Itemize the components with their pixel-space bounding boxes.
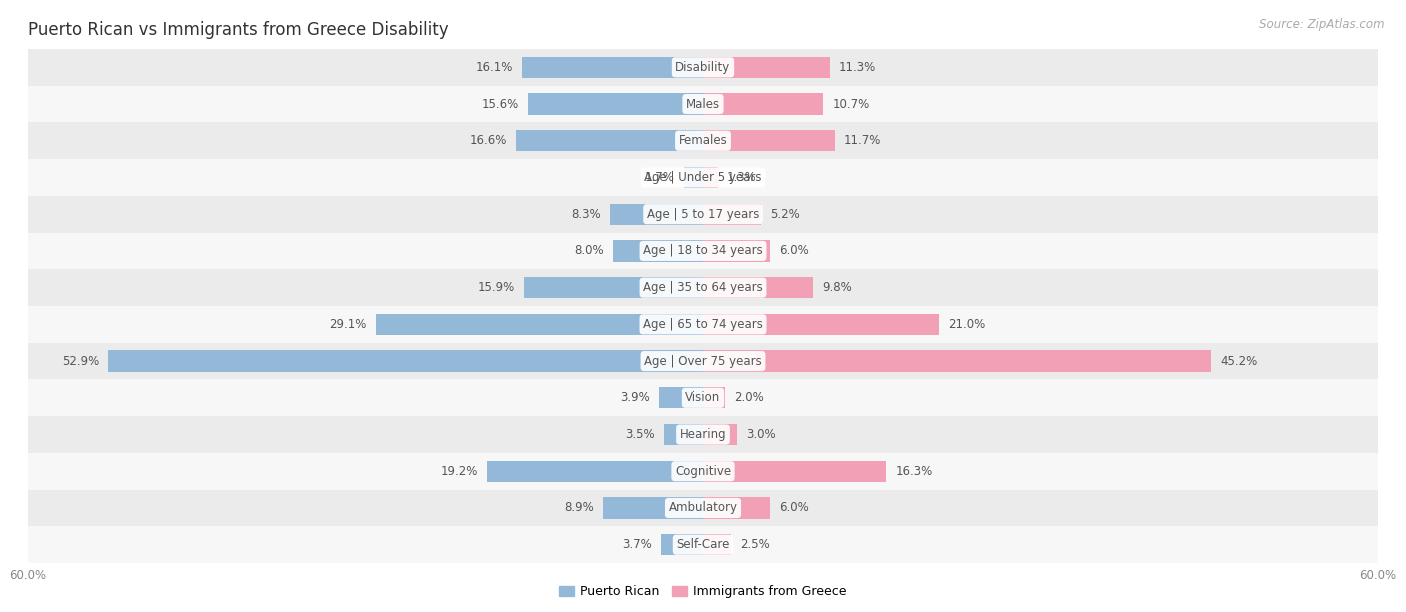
Text: 19.2%: 19.2% [440, 465, 478, 478]
Bar [661, 534, 703, 555]
Bar [603, 498, 703, 518]
Text: Age | 18 to 34 years: Age | 18 to 34 years [643, 244, 763, 258]
Bar [703, 204, 762, 225]
Bar [703, 351, 1212, 371]
Text: Age | 65 to 74 years: Age | 65 to 74 years [643, 318, 763, 331]
Text: Source: ZipAtlas.com: Source: ZipAtlas.com [1260, 18, 1385, 31]
Bar [703, 387, 725, 408]
Bar [28, 233, 1378, 269]
Bar [613, 241, 703, 261]
Text: Vision: Vision [685, 391, 721, 405]
Text: 9.8%: 9.8% [823, 281, 852, 294]
Bar [28, 86, 1378, 122]
Text: 2.0%: 2.0% [734, 391, 765, 405]
Bar [28, 526, 1378, 563]
Text: Age | 5 to 17 years: Age | 5 to 17 years [647, 207, 759, 221]
Text: Age | Under 5 years: Age | Under 5 years [644, 171, 762, 184]
Bar [28, 453, 1378, 490]
Bar [28, 416, 1378, 453]
Text: 8.0%: 8.0% [575, 244, 605, 258]
Text: Cognitive: Cognitive [675, 465, 731, 478]
Text: 6.0%: 6.0% [779, 244, 810, 258]
Bar [527, 94, 703, 114]
Text: 3.7%: 3.7% [623, 538, 652, 551]
Text: 11.3%: 11.3% [839, 61, 876, 74]
Text: 52.9%: 52.9% [62, 354, 98, 368]
Bar [524, 277, 703, 298]
Bar [703, 130, 835, 151]
Text: 3.0%: 3.0% [745, 428, 775, 441]
Bar [703, 167, 717, 188]
Text: Age | Over 75 years: Age | Over 75 years [644, 354, 762, 368]
Legend: Puerto Rican, Immigrants from Greece: Puerto Rican, Immigrants from Greece [554, 580, 852, 603]
Text: 3.5%: 3.5% [626, 428, 655, 441]
Bar [486, 461, 703, 482]
Text: 15.9%: 15.9% [478, 281, 515, 294]
Text: 8.9%: 8.9% [564, 501, 593, 515]
Text: Males: Males [686, 97, 720, 111]
Text: 6.0%: 6.0% [779, 501, 810, 515]
Bar [703, 461, 886, 482]
Text: 16.6%: 16.6% [470, 134, 508, 147]
Bar [28, 269, 1378, 306]
Text: 1.3%: 1.3% [727, 171, 756, 184]
Text: Disability: Disability [675, 61, 731, 74]
Text: 16.1%: 16.1% [475, 61, 513, 74]
Text: 21.0%: 21.0% [948, 318, 986, 331]
Bar [683, 167, 703, 188]
Bar [516, 130, 703, 151]
Bar [28, 49, 1378, 86]
Bar [659, 387, 703, 408]
Bar [28, 196, 1378, 233]
Bar [522, 57, 703, 78]
Bar [703, 277, 813, 298]
Bar [703, 57, 830, 78]
Bar [28, 343, 1378, 379]
Text: Age | 35 to 64 years: Age | 35 to 64 years [643, 281, 763, 294]
Text: 11.7%: 11.7% [844, 134, 882, 147]
Bar [703, 498, 770, 518]
Bar [108, 351, 703, 371]
Text: Puerto Rican vs Immigrants from Greece Disability: Puerto Rican vs Immigrants from Greece D… [28, 21, 449, 39]
Bar [28, 306, 1378, 343]
Bar [703, 534, 731, 555]
Text: Self-Care: Self-Care [676, 538, 730, 551]
Text: Ambulatory: Ambulatory [668, 501, 738, 515]
Text: Females: Females [679, 134, 727, 147]
Text: Hearing: Hearing [679, 428, 727, 441]
Bar [703, 94, 824, 114]
Bar [703, 314, 939, 335]
Text: 10.7%: 10.7% [832, 97, 869, 111]
Text: 2.5%: 2.5% [740, 538, 770, 551]
Bar [703, 241, 770, 261]
Bar [28, 122, 1378, 159]
Text: 45.2%: 45.2% [1220, 354, 1257, 368]
Text: 29.1%: 29.1% [329, 318, 367, 331]
Bar [703, 424, 737, 445]
Bar [375, 314, 703, 335]
Bar [28, 379, 1378, 416]
Text: 8.3%: 8.3% [571, 207, 600, 221]
Text: 15.6%: 15.6% [481, 97, 519, 111]
Bar [28, 490, 1378, 526]
Text: 1.7%: 1.7% [645, 171, 675, 184]
Text: 5.2%: 5.2% [770, 207, 800, 221]
Bar [28, 159, 1378, 196]
Bar [610, 204, 703, 225]
Text: 16.3%: 16.3% [896, 465, 932, 478]
Text: 3.9%: 3.9% [620, 391, 650, 405]
Bar [664, 424, 703, 445]
